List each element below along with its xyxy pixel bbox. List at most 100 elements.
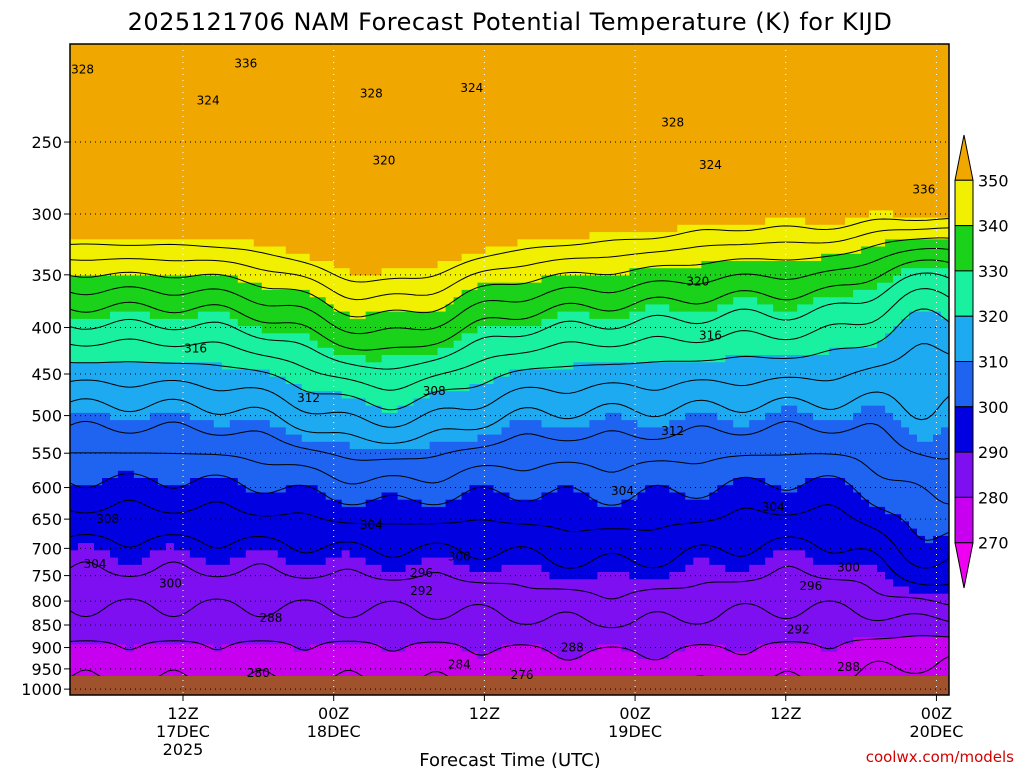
- band-cell: [173, 181, 183, 190]
- band-cell: [373, 362, 383, 371]
- band-cell: [261, 65, 271, 74]
- band-cell: [461, 203, 471, 211]
- band-cell: [117, 384, 127, 392]
- band-cell: [293, 586, 303, 595]
- band-cell: [221, 333, 231, 342]
- band-cell: [102, 188, 111, 197]
- band-cell: [477, 145, 487, 154]
- band-cell: [389, 152, 399, 161]
- band-cell: [413, 340, 423, 349]
- band-cell: [269, 195, 279, 204]
- band-cell: [205, 456, 215, 465]
- band-cell: [357, 340, 367, 349]
- band-cell: [301, 195, 311, 204]
- band-cell: [469, 441, 479, 450]
- band-cell: [78, 347, 87, 356]
- band-cell: [493, 116, 503, 125]
- band-cell: [181, 514, 191, 522]
- band-cell: [397, 145, 407, 154]
- band-cell: [117, 87, 127, 96]
- band-cell: [102, 557, 111, 566]
- band-cell: [197, 521, 207, 530]
- band-cell: [389, 412, 399, 421]
- band-cell: [293, 138, 303, 146]
- band-cell: [477, 514, 487, 522]
- band-cell: [149, 427, 159, 436]
- band-cell: [149, 109, 159, 117]
- band-cell: [141, 159, 151, 168]
- band-cell: [485, 94, 495, 103]
- band-cell: [78, 572, 87, 580]
- band-cell: [341, 304, 351, 313]
- band-cell: [453, 282, 463, 291]
- band-cell: [94, 456, 103, 465]
- band-cell: [205, 123, 215, 132]
- band-cell: [125, 246, 135, 255]
- band-cell: [221, 384, 231, 392]
- band-cell: [133, 167, 143, 175]
- band-cell: [277, 637, 287, 645]
- band-cell: [86, 94, 95, 103]
- band-cell: [341, 94, 351, 103]
- band-cell: [245, 579, 255, 588]
- band-cell: [389, 622, 399, 631]
- band-cell: [349, 492, 359, 501]
- band-cell: [453, 275, 463, 284]
- band-cell: [389, 145, 399, 154]
- band-cell: [381, 622, 391, 631]
- band-cell: [245, 195, 255, 204]
- band-cell: [165, 297, 175, 305]
- band-cell: [261, 261, 271, 269]
- band-cell: [141, 224, 151, 233]
- band-cell: [469, 239, 479, 248]
- band-cell: [78, 492, 87, 501]
- band-cell: [133, 51, 143, 59]
- band-cell: [213, 87, 223, 96]
- band-cell: [229, 297, 239, 305]
- band-cell: [421, 456, 431, 465]
- band-cell: [245, 239, 255, 248]
- band-cell: [221, 109, 231, 117]
- band-cell: [341, 608, 351, 616]
- band-cell: [181, 506, 191, 515]
- band-cell: [125, 297, 135, 305]
- band-cell: [413, 311, 423, 320]
- band-cell: [94, 58, 103, 67]
- band-cell: [485, 195, 495, 204]
- band-cell: [261, 601, 271, 609]
- band-cell: [405, 470, 415, 479]
- band-cell: [381, 521, 391, 530]
- band-cell: [421, 514, 431, 522]
- band-cell: [181, 101, 191, 110]
- band-cell: [165, 658, 175, 667]
- band-cell: [397, 72, 407, 81]
- band-cell: [189, 629, 199, 638]
- band-cell: [157, 167, 167, 175]
- band-cell: [501, 355, 511, 363]
- band-cell: [301, 543, 311, 551]
- band-cell: [373, 629, 383, 638]
- band-cell: [197, 644, 207, 653]
- band-cell: [333, 485, 343, 493]
- band-cell: [485, 658, 495, 667]
- band-cell: [461, 535, 471, 544]
- band-cell: [445, 586, 455, 595]
- band-cell: [253, 369, 263, 378]
- band-cell: [333, 275, 343, 284]
- band-cell: [357, 355, 367, 363]
- band-cell: [381, 629, 391, 638]
- band-cell: [469, 362, 479, 371]
- band-cell: [349, 651, 359, 660]
- band-cell: [213, 637, 223, 645]
- band-cell: [213, 629, 223, 638]
- band-cell: [253, 253, 263, 262]
- band-cell: [133, 289, 143, 298]
- band-cell: [149, 347, 159, 356]
- band-cell: [405, 261, 415, 269]
- band-cell: [149, 579, 159, 588]
- band-cell: [477, 391, 487, 399]
- band-cell: [253, 615, 263, 624]
- band-cell: [469, 210, 479, 219]
- band-cell: [149, 514, 159, 522]
- band-cell: [133, 217, 143, 226]
